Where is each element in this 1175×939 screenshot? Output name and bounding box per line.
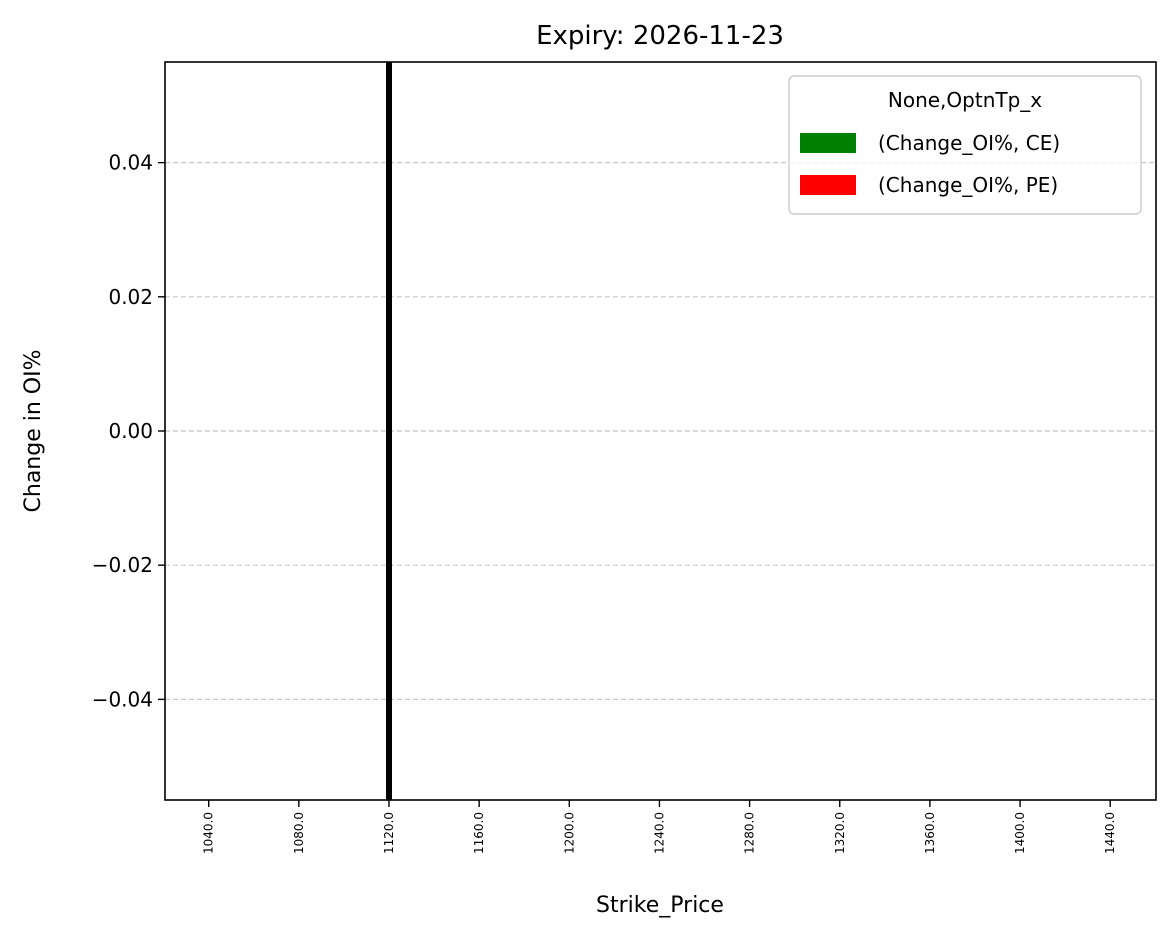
plot-frame — [164, 61, 1157, 801]
legend-entry-label: (Change_OI%, PE) — [878, 173, 1058, 197]
x-tick-label: 1240.0 — [652, 812, 666, 854]
x-tick-label: 1080.0 — [292, 812, 306, 854]
legend-title: None,OptnTp_x — [888, 88, 1042, 112]
x-tick-label: 1400.0 — [1013, 812, 1027, 854]
x-tick-label: 1320.0 — [833, 812, 847, 854]
legend-swatch — [800, 133, 856, 153]
y-tick-label: 0.04 — [108, 151, 153, 175]
y-axis-ticks: 0.04 0.02 0.00 −0.02 −0.04 — [92, 151, 165, 711]
chart-title: Expiry: 2026-11-23 — [536, 21, 784, 51]
legend-box — [788, 75, 1142, 215]
x-tick-label: 1200.0 — [562, 812, 576, 854]
y-tick-label: 0.00 — [108, 419, 153, 443]
y-tick-label: 0.02 — [108, 285, 153, 309]
x-axis-ticks: 1040.0 1080.0 1120.0 1160.0 1200.0 1240.0 1280… — [202, 800, 1117, 854]
x-axis-label: Strike_Price — [596, 893, 724, 918]
x-tick-label: 1280.0 — [743, 812, 757, 854]
legend-entry-label: (Change_OI%, CE) — [878, 131, 1060, 155]
legend-swatch — [800, 175, 856, 195]
x-tick-label: 1360.0 — [923, 812, 937, 854]
legend-items: (Change_OI%, CE) (Change_OI%, PE) — [800, 131, 1060, 197]
x-tick-label: 1120.0 — [382, 812, 396, 854]
y-tick-label: −0.04 — [92, 687, 153, 711]
x-tick-label: 1160.0 — [472, 812, 486, 854]
legend: None,OptnTp_x (Change_OI%, CE)(Change_OI… — [788, 75, 1142, 215]
x-tick-label: 1440.0 — [1103, 812, 1117, 854]
y-tick-label: −0.02 — [92, 553, 153, 577]
x-tick-label: 1040.0 — [202, 812, 216, 854]
y-axis-label: Change in OI% — [21, 350, 46, 513]
